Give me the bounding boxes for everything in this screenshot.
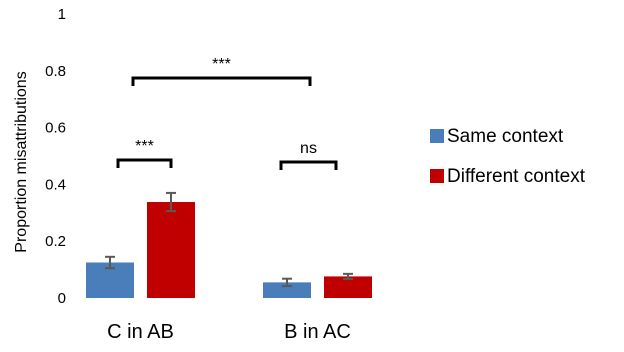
error-bars [105,191,353,288]
significance-bracket [279,160,338,170]
bar [324,276,372,298]
y-tick-label: 0.4 [45,176,66,193]
bar [263,282,311,298]
y-tick-label: 0.8 [45,63,66,80]
bars [86,202,372,298]
legend-swatch [430,169,444,183]
y-tick-label: 0 [58,290,66,307]
significance-brackets: *** ns *** [116,56,338,170]
y-tick-label: 0.6 [45,120,66,137]
category-labels: C in AB B in AC [107,321,351,343]
significance-label: *** [212,56,231,73]
legend: Same context Different context [430,126,586,187]
significance-bracket [116,158,173,168]
y-tick-labels: 0 0.2 0.4 0.6 0.8 1 [45,6,66,307]
y-tick-label: 0.2 [45,233,66,250]
significance-bracket [131,76,312,86]
significance-label: *** [135,138,154,155]
bar [147,202,195,298]
legend-label: Different context [447,166,586,187]
y-axis-label: Proportion misattributions [13,71,30,252]
category-label: C in AB [107,321,174,343]
category-label: B in AC [284,321,351,343]
significance-label: ns [300,140,317,157]
legend-swatch [430,129,444,143]
legend-label: Same context [447,126,564,147]
y-tick-label: 1 [58,6,66,23]
